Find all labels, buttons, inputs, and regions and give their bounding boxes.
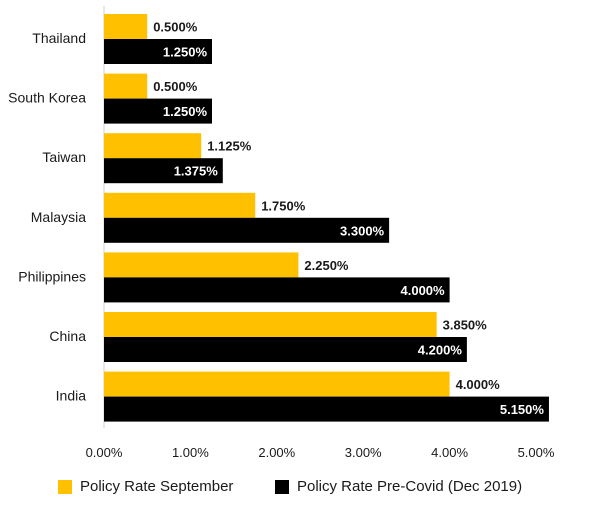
value-label-malaysia-september: 1.750% <box>261 198 306 213</box>
bar-india-precovid <box>104 396 549 422</box>
value-label-south-korea-precovid: 1.250% <box>163 104 208 119</box>
labels-layer: Thailand 0.500% 1.250% South Korea 0.500% 1.2… <box>8 20 555 461</box>
legend: Policy Rate September Policy Rate Pre-Co… <box>0 474 598 502</box>
x-tick-label: 4.00% <box>431 445 468 460</box>
bar-china-precovid <box>104 337 467 362</box>
x-tick-label: 2.00% <box>258 445 295 460</box>
value-label-thailand-september: 0.500% <box>153 20 198 35</box>
legend-swatch-precovid <box>275 479 289 494</box>
bar-philippines-september <box>104 252 299 278</box>
category-label-china: China <box>49 328 86 344</box>
legend-swatch-september <box>58 479 72 494</box>
bar-chart: Thailand 0.500% 1.250% South Korea 0.500% 1.2… <box>8 6 555 461</box>
x-tick-label: 5.00% <box>518 445 555 460</box>
x-tick-label: 1.00% <box>172 445 209 460</box>
value-label-philippines-precovid: 4.000% <box>401 283 446 298</box>
category-label-malaysia: Malaysia <box>31 209 86 225</box>
value-label-thailand-precovid: 1.250% <box>163 45 208 60</box>
bar-south-korea-september <box>104 73 148 99</box>
bar-china-september <box>104 312 437 337</box>
category-label-philippines: Philippines <box>18 268 86 284</box>
value-label-malaysia-precovid: 3.300% <box>340 223 385 238</box>
value-label-south-korea-september: 0.500% <box>153 79 198 94</box>
category-label-thailand: Thailand <box>32 30 86 46</box>
bar-thailand-september <box>104 14 148 39</box>
value-label-taiwan-september: 1.125% <box>207 139 252 154</box>
legend-item-precovid: Policy Rate Pre-Covid (Dec 2019) <box>275 478 522 495</box>
value-label-india-precovid: 5.150% <box>500 402 545 417</box>
category-label-taiwan: Taiwan <box>42 149 86 165</box>
x-tick-label: 0.00% <box>86 445 123 460</box>
legend-item-september: Policy Rate September <box>58 478 233 495</box>
bar-thailand-precovid <box>104 39 212 64</box>
value-label-india-september: 4.000% <box>456 377 501 392</box>
value-label-philippines-september: 2.250% <box>304 258 349 273</box>
value-label-china-precovid: 4.200% <box>418 343 463 358</box>
bar-malaysia-september <box>104 192 256 218</box>
legend-label-precovid: Policy Rate Pre-Covid (Dec 2019) <box>297 478 523 495</box>
bar-india-september <box>104 371 450 397</box>
category-label-india: India <box>56 388 87 404</box>
bar-taiwan-september <box>104 133 202 159</box>
bar-philippines-precovid <box>104 277 450 303</box>
value-label-taiwan-precovid: 1.375% <box>174 164 219 179</box>
x-tick-label: 3.00% <box>345 445 382 460</box>
category-label-south-korea: South Korea <box>8 90 86 106</box>
bar-malaysia-precovid <box>104 217 390 243</box>
value-label-china-september: 3.850% <box>443 318 488 333</box>
bar-taiwan-precovid <box>104 158 223 184</box>
legend-label-september: Policy Rate September <box>80 478 234 495</box>
bar-south-korea-precovid <box>104 98 212 124</box>
bars-layer <box>104 14 549 422</box>
